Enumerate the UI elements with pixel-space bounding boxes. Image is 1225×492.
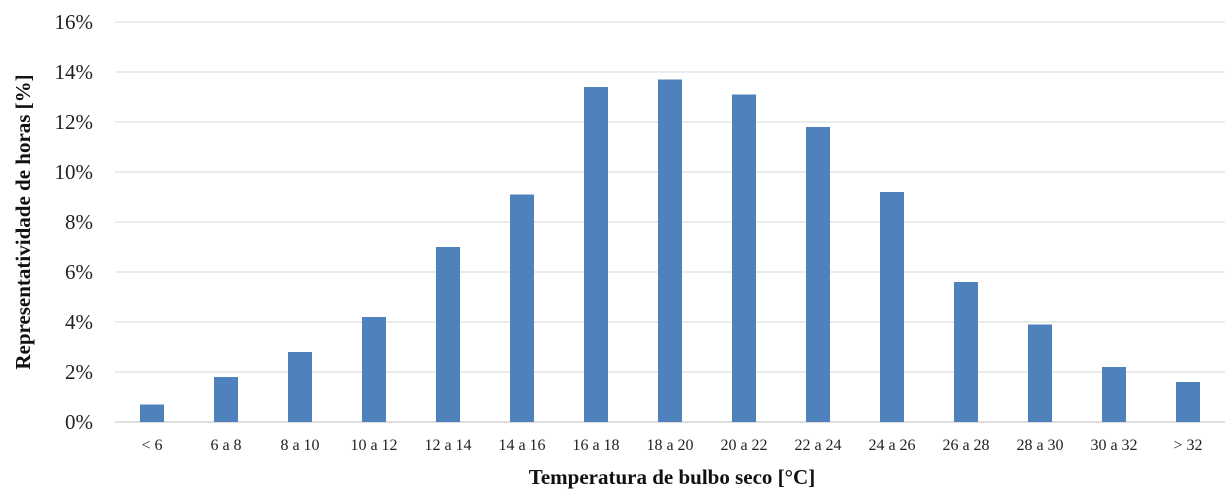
bars (140, 79, 1200, 422)
bar (1102, 367, 1126, 422)
bar (954, 282, 978, 422)
x-tick-label: 12 a 14 (424, 437, 471, 454)
bar (288, 352, 312, 422)
bar (880, 192, 904, 422)
x-tick-label: 8 a 10 (280, 437, 319, 454)
bar (140, 404, 164, 422)
bar (584, 87, 608, 422)
bar (1176, 382, 1200, 422)
bar (362, 317, 386, 422)
bar (214, 377, 238, 422)
x-tick-label: 24 a 26 (868, 437, 915, 454)
y-tick-label: 10% (55, 160, 94, 184)
y-tick-label: 4% (65, 310, 93, 334)
x-tick-label: > 32 (1173, 437, 1202, 454)
y-tick-label: 16% (55, 10, 94, 34)
y-tick-label: 8% (65, 210, 93, 234)
x-tick-label: 28 a 30 (1016, 437, 1063, 454)
x-tick-label: 14 a 16 (498, 437, 545, 454)
x-tick-label: 10 a 12 (350, 437, 397, 454)
x-tick-label: 26 a 28 (942, 437, 989, 454)
x-tick-label: 6 a 8 (210, 437, 241, 454)
y-tick-label: 6% (65, 260, 93, 284)
y-tick-label: 0% (65, 410, 93, 434)
x-axis-title: Temperatura de bulbo seco [°C] (529, 465, 815, 489)
y-tick-label: 2% (65, 360, 93, 384)
bar (510, 194, 534, 422)
x-tick-label: 30 a 32 (1090, 437, 1137, 454)
y-tick-label: 12% (55, 110, 94, 134)
bar (732, 94, 756, 422)
x-tick-label: 22 a 24 (794, 437, 841, 454)
y-axis-title: Representatividade de horas [%] (11, 74, 35, 369)
bar (658, 79, 682, 422)
bar (806, 127, 830, 422)
bar (1028, 324, 1052, 422)
x-tick-label: 20 a 22 (720, 437, 767, 454)
y-tick-label: 14% (55, 60, 94, 84)
x-tick-label: < 6 (141, 437, 162, 454)
x-axis-ticks: < 6 6 a 8 8 a 10 10 a 12 12 a 14 14 a 16 16 a … (141, 437, 1202, 454)
x-tick-label: 18 a 20 (646, 437, 693, 454)
x-tick-label: 16 a 18 (572, 437, 619, 454)
y-axis-ticks: 0% 2% 4% 6% 8% 10% 12% 14% 16% (55, 10, 94, 434)
bar (436, 247, 460, 422)
